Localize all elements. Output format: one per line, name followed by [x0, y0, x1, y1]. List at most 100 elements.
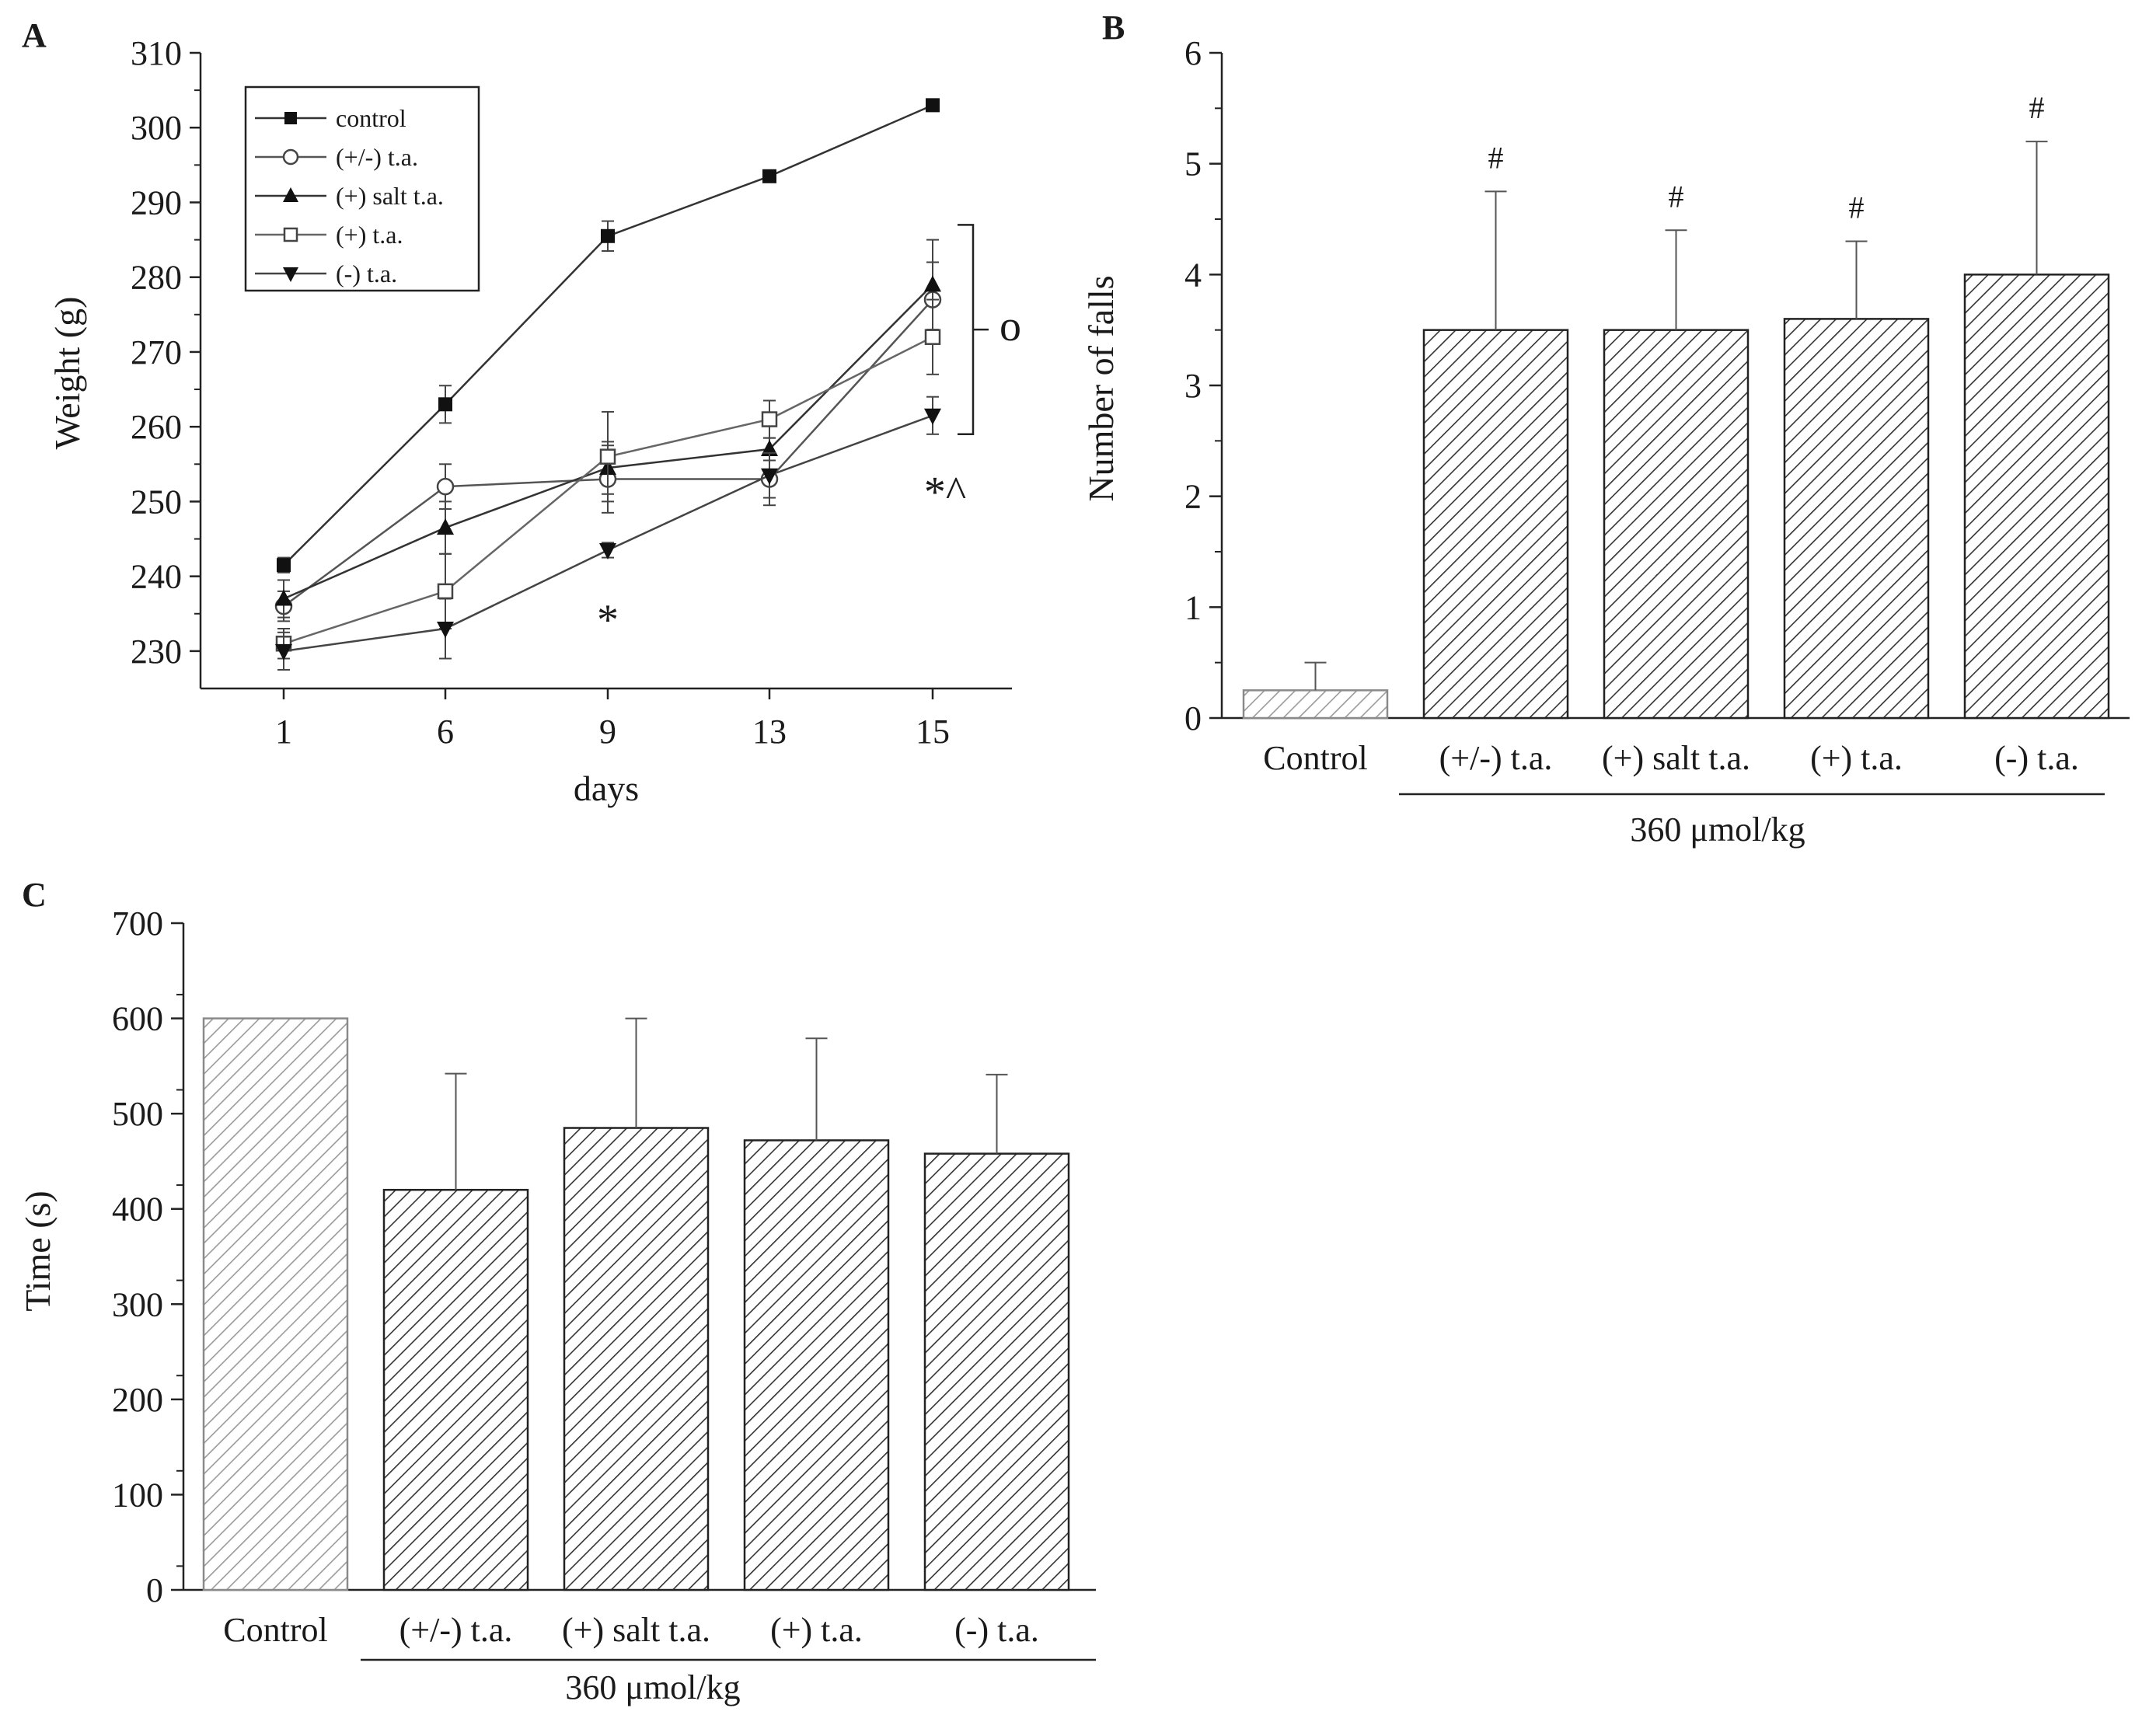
panel-a-y-tick-label: 300 — [131, 109, 182, 147]
panel-a-legend-label: (+) t.a. — [336, 221, 403, 249]
panel-b-bar — [1422, 329, 1569, 720]
panel-a-y-tick-label: 260 — [131, 408, 182, 446]
panel-c-bar — [382, 1188, 529, 1591]
panel-a-data-point — [762, 169, 776, 183]
panel-a-significance-star-caret: *^ — [924, 468, 966, 516]
panel-b-y-axis-title: Number of falls — [1081, 275, 1121, 501]
panel-c-category-label: (+/-) t.a. — [399, 1611, 513, 1649]
panel-c-category-label: (+) salt t.a. — [562, 1611, 710, 1649]
panel-c-y-tick-label: 0 — [146, 1571, 163, 1609]
panel-b-category-label: (+) salt t.a. — [1602, 739, 1750, 777]
panel-a-x-tick-label: 6 — [437, 713, 454, 751]
panel-b-y-tick-label: 1 — [1184, 588, 1202, 626]
panel-a-legend-marker — [283, 187, 298, 202]
panel-a-data-point — [436, 477, 455, 496]
panel-b-letter: B — [1102, 9, 1125, 47]
panel-a-data-point — [761, 411, 778, 427]
panel-b-y-tick-label: 6 — [1184, 34, 1202, 72]
panel-a-bracket — [958, 224, 975, 436]
panel-a-legend-marker — [284, 112, 297, 124]
panel-a-legend: control (+/-) t.a. (+) salt t.a. (+) t.a. (-… — [244, 85, 480, 292]
panel-c-time-chart: C 0 100 200 300 400 500 600 700 Control (+/-) t.a… — [18, 876, 1096, 1706]
panel-b-y-tick-label: 2 — [1184, 478, 1202, 516]
panel-c-y-tick-label: 600 — [112, 1000, 163, 1038]
panel-a-legend-label: (+) salt t.a. — [336, 182, 444, 210]
panel-b-significance-mark: # — [1488, 140, 1504, 175]
panel-a-y-tick-label: 310 — [131, 34, 182, 72]
panel-b-falls-chart: B 0 1 2 3 4 5 6 Control # (+/-) t.a. # (+) salt t.a… — [1081, 9, 2130, 849]
panel-c-y-tick-label: 100 — [112, 1476, 163, 1514]
panel-b-category-label: (+/-) t.a. — [1439, 739, 1553, 777]
panel-a-legend-marker — [283, 267, 298, 282]
panel-a-weight-chart: A 230 240 250 260 270 280 290 300 310 1 6 9 13 15 * *^ o… — [22, 16, 1021, 808]
panel-a-legend-marker — [282, 148, 299, 166]
panel-a-data-point — [924, 329, 941, 345]
panel-a-data-point — [275, 643, 292, 661]
panel-b-significance-mark: # — [1669, 179, 1684, 214]
panel-b-significance-mark: # — [2029, 90, 2045, 125]
panel-a-series-5 — [275, 396, 941, 671]
panel-a-y-tick-label: 240 — [131, 558, 182, 596]
panel-a-y-tick-label: 280 — [131, 259, 182, 297]
panel-a-x-tick-label: 9 — [599, 713, 616, 751]
panel-a-data-point — [601, 228, 615, 243]
panel-c-bar — [923, 1152, 1070, 1591]
panel-a-data-point — [599, 542, 616, 559]
panel-a-data-point — [924, 408, 941, 425]
panel-a-data-point — [277, 558, 291, 573]
panel-a-data-point — [437, 583, 454, 600]
panel-a-y-tick-label: 290 — [131, 183, 182, 221]
panel-a-x-tick-label: 15 — [916, 713, 950, 751]
panel-b-category-label: Control — [1263, 739, 1367, 777]
panel-a-letter: A — [22, 16, 47, 54]
panel-a-legend-label: control — [336, 104, 406, 132]
panel-a-series-4 — [275, 298, 941, 660]
panel-b-significance-mark: # — [1849, 190, 1865, 225]
panel-b-y-tick-label: 4 — [1184, 256, 1202, 294]
panel-c-category-label: (+) t.a. — [770, 1611, 863, 1649]
panel-a-data-point — [761, 468, 778, 485]
panel-a-bracket-label: o — [1000, 302, 1021, 350]
panel-c-bar — [743, 1139, 890, 1591]
panel-b-y-tick-label: 5 — [1184, 145, 1202, 183]
panel-a-data-point — [437, 518, 454, 535]
panel-b-y-tick-label: 0 — [1184, 699, 1202, 737]
panel-a-data-point — [438, 397, 452, 412]
panel-a-data-point — [275, 589, 292, 606]
panel-b-category-label: (-) t.a. — [1994, 739, 2079, 777]
panel-a-legend-marker — [283, 227, 298, 242]
panel-b-bar — [1783, 318, 1930, 720]
panel-b-bar — [1603, 329, 1750, 720]
panel-a-x-axis-title: days — [574, 769, 639, 808]
panel-a-data-point — [926, 98, 940, 113]
panel-c-y-tick-label: 200 — [112, 1381, 163, 1419]
panel-c-y-tick-label: 300 — [112, 1285, 163, 1323]
panel-c-category-label: (-) t.a. — [954, 1611, 1039, 1649]
panel-a-y-axis-title: Weight (g) — [47, 297, 87, 450]
panel-a-x-tick-label: 13 — [752, 713, 787, 751]
panel-c-y-axis-title: Time (s) — [18, 1190, 58, 1312]
panel-a-x-tick-label: 1 — [275, 713, 292, 751]
panel-a-data-point — [437, 622, 454, 639]
panel-c-y-tick-label: 700 — [112, 905, 163, 943]
panel-c-y-tick-label: 500 — [112, 1095, 163, 1133]
panel-a-series-1 — [277, 98, 940, 573]
panel-a-significance-star: * — [597, 596, 619, 644]
panel-b-category-label: (+) t.a. — [1810, 739, 1903, 777]
panel-a-y-tick-label: 230 — [131, 633, 182, 671]
panel-a-data-point — [761, 440, 778, 457]
panel-a-legend-label: (-) t.a. — [336, 260, 397, 288]
panel-c-y-tick-label: 400 — [112, 1190, 163, 1229]
panel-b-group-label: 360 μmol/kg — [1630, 810, 1805, 849]
panel-c-letter: C — [22, 876, 47, 914]
panel-a-y-tick-label: 250 — [131, 483, 182, 521]
panel-c-category-label: Control — [223, 1611, 327, 1649]
panel-b-bar — [1242, 689, 1389, 720]
panel-a-data-point — [599, 448, 616, 465]
panel-b-bar — [1963, 274, 2110, 720]
panel-c-bar — [563, 1127, 710, 1591]
panel-a-data-point — [924, 275, 941, 292]
panel-b-y-tick-label: 3 — [1184, 367, 1202, 405]
panel-a-legend-label: (+/-) t.a. — [336, 143, 418, 171]
